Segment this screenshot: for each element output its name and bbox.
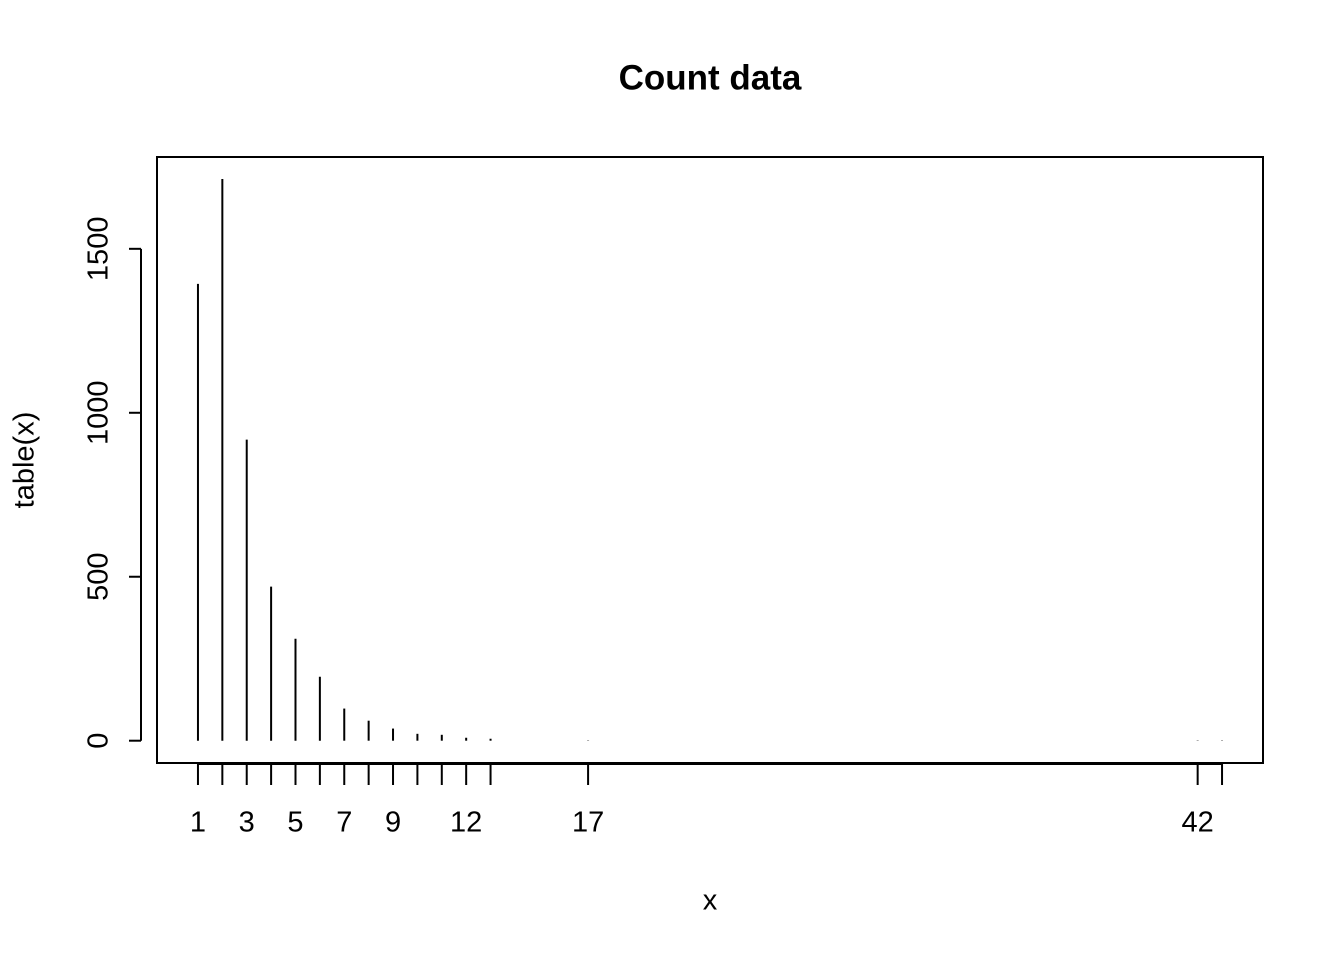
x-tick-label: 1 (190, 807, 206, 839)
x-tick-label: 3 (239, 807, 255, 839)
y-tick-label: 1500 (83, 217, 115, 282)
y-tick-label: 0 (83, 733, 115, 749)
x-axis-label: x (703, 885, 718, 917)
x-tick-label: 9 (385, 807, 401, 839)
y-tick-label: 500 (83, 553, 115, 601)
chart-title: Count data (619, 58, 802, 97)
x-tick-label: 5 (287, 807, 303, 839)
x-tick-label: 7 (336, 807, 352, 839)
x-tick-label: 17 (572, 807, 604, 839)
plot-box (156, 156, 1264, 764)
y-tick-label: 1000 (83, 381, 115, 446)
y-axis-label: table(x) (9, 412, 41, 509)
x-tick-label: 42 (1182, 807, 1214, 839)
x-tick-label: 12 (450, 807, 482, 839)
